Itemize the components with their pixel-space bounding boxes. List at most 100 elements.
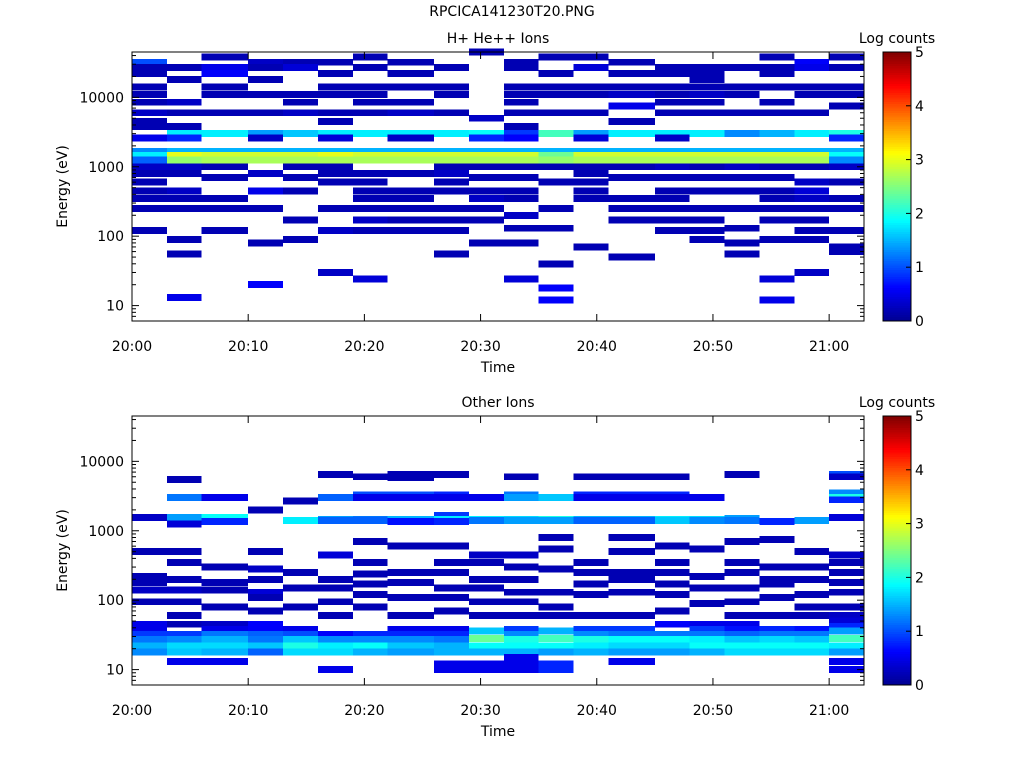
heatmap-cell <box>794 91 830 98</box>
heatmap-cell <box>573 636 609 644</box>
heatmap-cell <box>794 130 830 138</box>
heatmap-cell <box>201 53 249 61</box>
heatmap-cell <box>317 517 353 525</box>
colorbar-step <box>883 69 911 73</box>
heatmap-cell <box>352 148 388 156</box>
heatmap-cell <box>689 91 725 98</box>
heatmap-cell <box>759 648 795 656</box>
heatmap-cell <box>654 517 690 525</box>
heatmap-cell <box>468 551 504 559</box>
heatmap-cell <box>689 599 725 607</box>
colorbar-step <box>883 644 911 648</box>
heatmap-cell <box>468 156 504 164</box>
heatmap-cell <box>434 636 469 644</box>
heatmap-cell <box>132 586 167 594</box>
heatmap-cell <box>166 598 202 606</box>
heatmap-cell <box>608 148 655 156</box>
heatmap-cell <box>201 63 249 71</box>
panel-title: Other Ions <box>461 395 534 411</box>
heatmap-cell <box>829 148 864 156</box>
heatmap-cell <box>166 76 202 84</box>
heatmap-cell <box>352 591 388 599</box>
colorbar-step <box>883 105 911 109</box>
heatmap-cell <box>132 636 167 644</box>
colorbar-step <box>883 184 911 188</box>
heatmap-cell <box>248 134 284 142</box>
heatmap-cell <box>352 205 388 213</box>
heatmap-cell <box>248 648 284 656</box>
heatmap-cell <box>248 152 284 160</box>
colorbar-step <box>883 604 911 608</box>
colorbar-step <box>883 438 911 442</box>
heatmap-cell <box>434 660 469 668</box>
heatmap-cell <box>654 591 690 599</box>
heatmap-cell <box>794 148 830 156</box>
heatmap-cell <box>503 563 539 571</box>
colorbar-step <box>883 202 911 206</box>
heatmap-cell <box>166 612 202 620</box>
heatmap-cell <box>201 578 249 586</box>
x-tick-label: 21:00 <box>809 339 849 355</box>
heatmap-cell <box>608 612 655 620</box>
heatmap-cell <box>654 642 690 650</box>
heatmap-cell <box>132 170 167 177</box>
heatmap-cell <box>503 83 539 91</box>
heatmap-cell <box>608 548 655 556</box>
heatmap-cell <box>166 558 202 566</box>
y-axis-label: Energy (eV) <box>55 509 71 592</box>
heatmap-cell <box>759 296 795 304</box>
heatmap-cell <box>573 148 609 156</box>
heatmap-cell <box>608 636 655 644</box>
colorbar-step <box>883 146 911 149</box>
heatmap-cell <box>724 205 760 213</box>
heatmap-cell <box>132 123 167 130</box>
colorbar-step <box>883 680 911 684</box>
colorbar-step <box>883 112 911 116</box>
colorbar-step <box>883 282 911 286</box>
x-tick-label: 20:40 <box>577 703 617 719</box>
colorbar-step <box>883 242 911 246</box>
colorbar-tick-label: 0 <box>915 314 924 330</box>
colorbar-step <box>883 287 911 291</box>
heatmap-cell <box>317 70 353 78</box>
heatmap-cell <box>317 598 353 606</box>
heatmap-cell <box>166 109 202 117</box>
heatmap-cell <box>166 156 202 164</box>
heatmap-cell <box>434 109 469 117</box>
colorbar-step <box>883 92 911 96</box>
colorbar-step <box>883 655 911 659</box>
heatmap-cell <box>573 130 609 138</box>
heatmap-cell <box>503 156 539 164</box>
heatmap-cell <box>724 538 760 545</box>
heatmap-cell <box>317 91 353 98</box>
heatmap-cell <box>573 156 609 164</box>
heatmap-cell <box>724 174 760 181</box>
heatmap-cell <box>201 109 249 117</box>
colorbar-step <box>883 132 911 136</box>
heatmap-cell <box>352 473 388 481</box>
heatmap-cell <box>201 163 249 171</box>
heatmap-cell <box>654 227 690 235</box>
heatmap-cell <box>283 109 318 117</box>
colorbar-step <box>883 305 911 309</box>
heatmap-cell <box>724 470 760 478</box>
heatmap-cell <box>538 156 574 164</box>
colorbar-step <box>883 114 911 118</box>
colorbar-step <box>883 108 911 111</box>
heatmap-cell <box>166 520 202 528</box>
heatmap-cell <box>248 187 284 195</box>
heatmap-cell <box>538 284 574 292</box>
colorbar-step <box>883 507 911 511</box>
heatmap-cell <box>608 117 655 125</box>
heatmap-cell <box>794 612 830 620</box>
heatmap-cell <box>794 269 830 276</box>
heatmap-cell <box>283 152 318 160</box>
colorbar-step <box>883 519 911 522</box>
heatmap-cell <box>132 205 167 213</box>
heatmap-cell <box>608 631 655 639</box>
colorbar-frame <box>882 415 912 686</box>
heatmap-cell <box>573 494 609 502</box>
colorbar-step <box>883 485 911 489</box>
colorbar-step <box>883 110 911 114</box>
heatmap-cell <box>248 548 284 556</box>
